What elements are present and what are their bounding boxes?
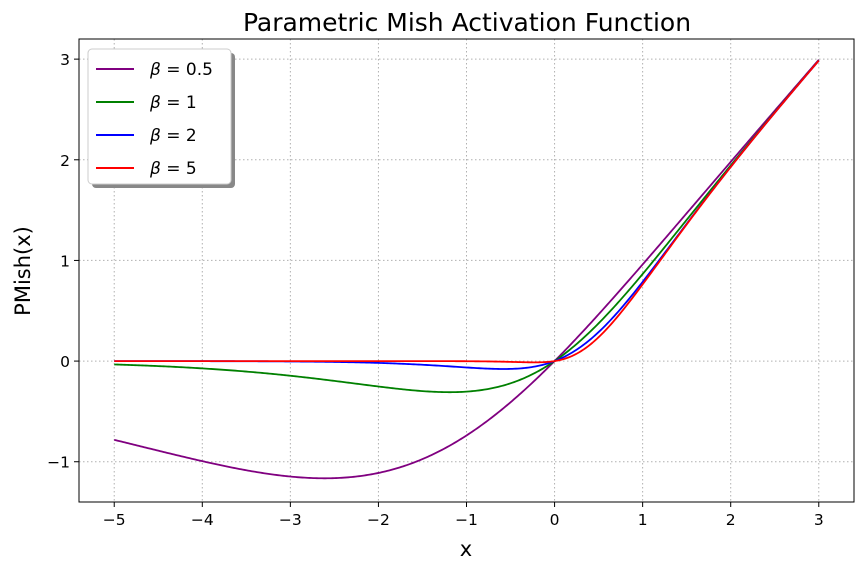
legend-value: = 2 xyxy=(161,126,197,146)
legend-value: = 1 xyxy=(161,93,197,113)
x-tick-label: −3 xyxy=(279,511,302,529)
legend: β = 0.5β = 1β = 2β = 5 xyxy=(87,48,235,188)
x-tick-label: −1 xyxy=(455,511,478,529)
legend-label: β = 0.5 xyxy=(149,60,213,80)
y-tick-label: −1 xyxy=(47,454,70,472)
x-tick-label: −2 xyxy=(367,511,390,529)
legend-label: β = 5 xyxy=(149,159,197,179)
y-axis-label: PMish(x) xyxy=(11,226,35,316)
x-tick-label: 3 xyxy=(814,511,824,529)
legend-beta-symbol: β xyxy=(149,60,161,80)
series-line xyxy=(114,59,820,394)
legend-beta-symbol: β xyxy=(149,159,161,179)
y-axis-ticks: −1 0 1 2 3 xyxy=(47,51,79,472)
x-tick-label: −5 xyxy=(103,511,126,529)
legend-label: β = 1 xyxy=(149,93,197,113)
y-tick-label: 2 xyxy=(60,152,70,170)
legend-box xyxy=(87,48,232,185)
x-axis-ticks: −5 −4 −3 −2 −1 0 1 2 3 xyxy=(103,502,824,529)
x-tick-label: 0 xyxy=(550,511,560,529)
legend-entries: β = 0.5β = 1β = 2β = 5 xyxy=(96,60,213,179)
x-tick-label: 2 xyxy=(726,511,736,529)
series-line xyxy=(114,59,820,480)
legend-value: = 5 xyxy=(161,159,197,179)
legend-beta-symbol: β xyxy=(149,126,161,146)
legend-beta-symbol: β xyxy=(149,93,161,113)
legend-value: = 0.5 xyxy=(161,60,213,80)
x-tick-label: 1 xyxy=(638,511,648,529)
series-lines xyxy=(114,59,820,480)
y-tick-label: 3 xyxy=(60,51,70,69)
chart-title: Parametric Mish Activation Function xyxy=(243,8,691,37)
series-line xyxy=(114,60,820,364)
x-tick-label: −4 xyxy=(191,511,214,529)
y-tick-label: 0 xyxy=(60,353,70,371)
x-axis-label: x xyxy=(460,537,472,561)
y-tick-label: 1 xyxy=(60,252,70,270)
legend-label: β = 2 xyxy=(149,126,197,146)
